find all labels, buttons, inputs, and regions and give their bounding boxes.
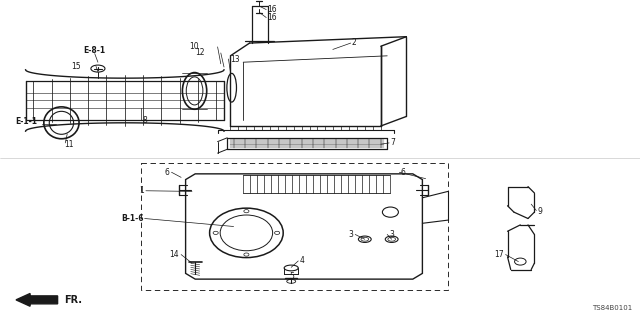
Text: 15: 15 (71, 62, 81, 71)
Text: 11: 11 (64, 140, 74, 149)
Text: 7: 7 (390, 138, 396, 147)
Text: 16: 16 (268, 13, 277, 22)
Ellipse shape (244, 210, 249, 213)
Text: 6: 6 (164, 168, 170, 177)
Text: 10: 10 (189, 42, 198, 51)
Text: 1: 1 (140, 186, 144, 195)
Text: 6: 6 (401, 168, 406, 177)
Text: FR.: FR. (64, 295, 82, 305)
Text: 3: 3 (389, 230, 394, 239)
Text: 9: 9 (538, 207, 543, 216)
Text: E-8-1: E-8-1 (83, 46, 106, 55)
Text: E-1-1: E-1-1 (15, 117, 37, 126)
Ellipse shape (244, 253, 249, 256)
Ellipse shape (275, 231, 280, 234)
Text: 17: 17 (495, 250, 504, 259)
Text: 12: 12 (195, 48, 205, 57)
Text: 3: 3 (348, 230, 353, 239)
Bar (141, 163, 448, 290)
Text: TS84B0101: TS84B0101 (592, 305, 632, 311)
Ellipse shape (213, 231, 218, 234)
FancyArrow shape (16, 293, 58, 306)
Text: 5: 5 (289, 272, 294, 281)
Text: 2: 2 (352, 38, 356, 47)
Text: 4: 4 (300, 256, 305, 265)
Text: 13: 13 (230, 55, 240, 63)
Text: 16: 16 (268, 5, 277, 14)
Text: 8: 8 (142, 116, 147, 125)
Text: B-1-6: B-1-6 (122, 214, 144, 223)
Text: 14: 14 (170, 250, 179, 259)
